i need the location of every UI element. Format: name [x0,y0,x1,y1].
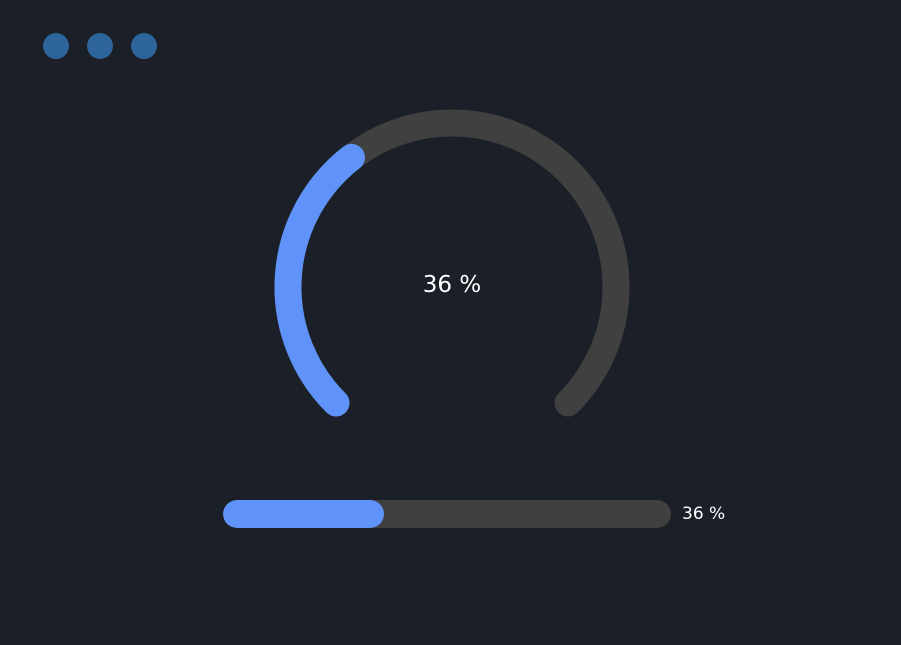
window-dot[interactable] [43,33,69,59]
progress-bar-track [223,500,671,528]
gauge-fill [274,143,365,417]
gauge-value-label: 36 % [422,272,482,298]
progress-bar-label: 36 % [682,504,726,524]
progress-bar-fill [223,500,385,528]
window-dot[interactable] [87,33,113,59]
window-dot[interactable] [131,33,157,59]
